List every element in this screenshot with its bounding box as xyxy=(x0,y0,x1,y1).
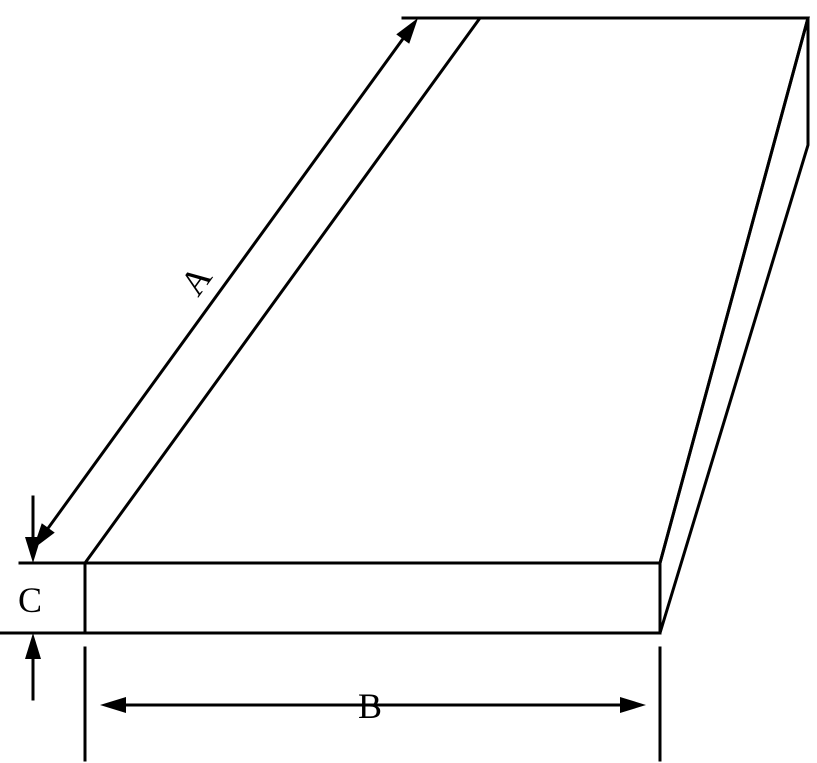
dim-c-label: C xyxy=(18,580,42,620)
dim-a-label: A xyxy=(172,258,220,303)
dim-b-label: B xyxy=(358,686,382,726)
